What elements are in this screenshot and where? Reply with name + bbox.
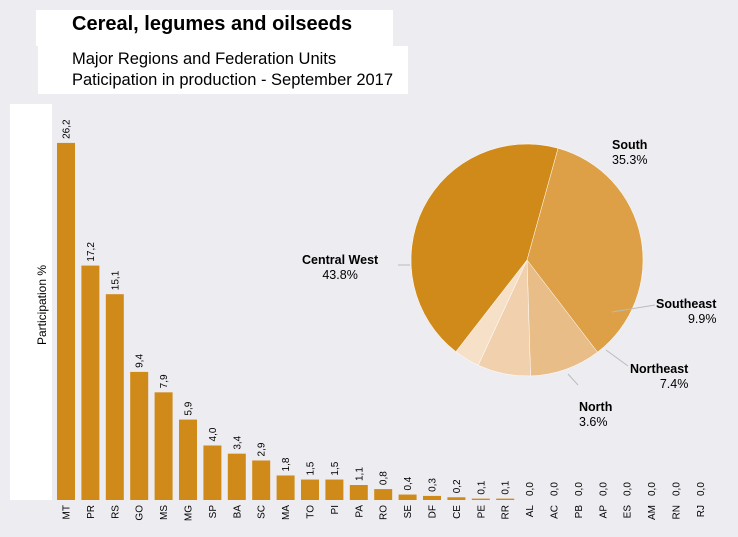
bar-pe: [471, 498, 490, 500]
bar-ms: [154, 392, 173, 500]
x-tick-label: RR: [501, 505, 512, 519]
x-tick-label: RO: [379, 505, 390, 520]
pie-label-north: North 3.6%: [579, 400, 613, 429]
x-tick-label: AP: [598, 505, 609, 519]
x-tick-label: PI: [330, 505, 341, 514]
x-tick-label: SP: [208, 505, 219, 519]
bar-ro: [374, 489, 393, 500]
bar-value-label: 1,5: [306, 461, 317, 475]
x-tick-label: MA: [281, 505, 292, 520]
pie-label-northeast: Northeast 7.4%: [630, 362, 689, 391]
x-tick-label: RS: [110, 505, 121, 519]
x-tick-label: CE: [452, 505, 463, 519]
pie-leader-line: [611, 304, 656, 313]
x-tick-label: DF: [428, 505, 439, 518]
bar-value-label: 0,2: [452, 479, 463, 493]
x-tick-label: MT: [62, 505, 73, 519]
bar-value-label: 7,9: [159, 374, 170, 388]
pie-slice-south: [526, 147, 644, 353]
x-tick-label: SC: [257, 505, 268, 519]
title-background: [36, 10, 393, 46]
bar-value-label: 0,0: [574, 482, 585, 496]
pie-label-southeast: Southeast 9.9%: [656, 297, 717, 326]
bar-value-label: 1,1: [354, 467, 365, 481]
x-tick-label: AM: [647, 505, 658, 520]
bar-value-label: 0,4: [403, 476, 414, 490]
bar-value-label: 0,1: [476, 480, 487, 494]
bar-value-label: 0,0: [647, 482, 658, 496]
x-tick-label: RN: [672, 505, 683, 519]
x-tick-label: PB: [574, 505, 585, 519]
x-tick-label: SE: [403, 505, 414, 519]
chart-subtitle-1: Major Regions and Federation Units: [72, 50, 337, 68]
bar-pr: [81, 265, 100, 500]
bar-value-label: 0,0: [525, 482, 536, 496]
pie-label-south: South 35.3%: [612, 138, 648, 167]
bar-rr: [496, 498, 515, 500]
y-axis-label-background: [28, 250, 48, 360]
bar-value-label: 5,9: [184, 401, 195, 415]
bar-value-label: 0,0: [598, 482, 609, 496]
bar-df: [423, 495, 441, 500]
bar-ce: [447, 497, 466, 500]
bar-sp: [203, 445, 222, 500]
bar-value-label: 17,2: [86, 242, 97, 262]
bar-to: [301, 479, 319, 500]
bar-value-label: 9,4: [135, 354, 146, 368]
bar-value-label: 0,0: [623, 482, 634, 496]
bar-value-label: 1,5: [330, 461, 341, 475]
x-tick-label: AL: [525, 505, 536, 518]
x-tick-label: AC: [550, 505, 561, 519]
bar-value-label: 0,1: [501, 480, 512, 494]
bar-value-label: 0,8: [379, 471, 390, 485]
chart-title: Cereal, legumes and oilseeds: [72, 13, 353, 35]
pie-label-central-west: Central West 43.8%: [302, 253, 379, 282]
x-tick-label: MS: [159, 505, 170, 520]
bar-mt: [57, 142, 75, 501]
bar-pi: [325, 479, 344, 500]
bar-value-label: 26,2: [62, 119, 73, 139]
x-tick-label: ES: [623, 505, 634, 519]
pie-leader-line: [605, 349, 629, 367]
pie-slice-southeast: [526, 259, 598, 377]
bar-value-label: 4,0: [208, 427, 219, 441]
pie-chart: [398, 143, 656, 386]
bar-value-label: 0,0: [672, 482, 683, 496]
chart-subtitle-2: Paticipation in production - September 2…: [72, 71, 394, 89]
x-tick-label: BA: [232, 505, 243, 519]
subtitle-background: [38, 46, 408, 94]
bar-se: [398, 494, 417, 500]
bar-value-label: 0,0: [550, 482, 561, 496]
pie-slice-central-west: [410, 143, 559, 352]
bar-chart: 26,2 MT 17,2 PR 15,1 RS 9,4 GO 7,9 MS 5,9 MG 4,0 SP 3,…: [57, 119, 707, 521]
bar-sc: [252, 460, 271, 500]
bar-pa: [349, 485, 368, 500]
bar-ma: [276, 475, 295, 500]
bar-value-label: 1,8: [281, 457, 292, 471]
x-tick-label: TO: [306, 505, 317, 519]
bar-mg: [179, 419, 197, 500]
x-tick-label: RJ: [696, 505, 707, 517]
bar-value-label: 3,4: [232, 435, 243, 449]
bar-rs: [105, 294, 124, 500]
bar-ba: [227, 453, 246, 500]
x-tick-label: PA: [354, 505, 365, 518]
x-tick-label: PE: [476, 505, 487, 519]
bar-value-label: 0,3: [428, 478, 439, 492]
bar-value-label: 15,1: [110, 270, 121, 290]
x-tick-label: PR: [86, 505, 97, 519]
pie-leader-line: [567, 373, 579, 386]
bar-go: [130, 371, 149, 500]
bar-value-label: 0,0: [696, 482, 707, 496]
x-tick-label: MG: [184, 505, 195, 521]
x-tick-label: GO: [135, 505, 146, 521]
bar-value-label: 2,9: [257, 442, 268, 456]
